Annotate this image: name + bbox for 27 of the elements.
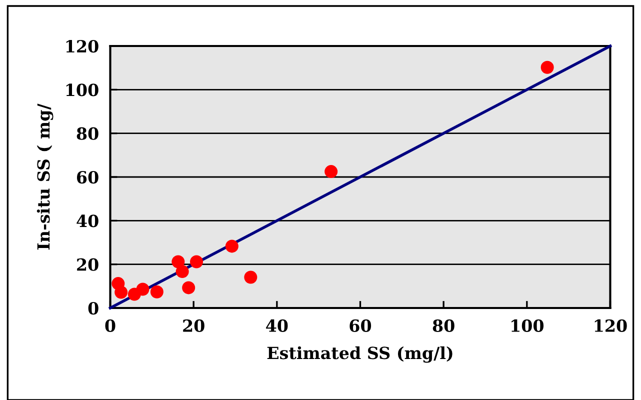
x-tick-label: 20: [183, 319, 204, 332]
x-tick-label: 100: [512, 319, 544, 332]
y-tick-label: 80: [76, 127, 98, 140]
x-tick-label: 0: [105, 319, 116, 332]
y-tick-label: 120: [66, 40, 98, 53]
y-tick-label: 0: [88, 302, 98, 315]
x-tick-label: 40: [266, 319, 288, 332]
y-tick-label: 100: [66, 84, 98, 96]
point: [172, 255, 185, 268]
point: [225, 240, 238, 253]
point: [150, 285, 164, 298]
y-tick-label: 40: [76, 214, 98, 228]
point: [114, 286, 128, 299]
y-tick-label: 20: [77, 258, 98, 271]
point: [190, 255, 204, 268]
y-tick-label: 60: [77, 170, 98, 184]
point: [324, 165, 338, 178]
x-tick-label: 60: [350, 319, 372, 332]
point: [244, 270, 258, 284]
point: [176, 265, 189, 278]
x-tick-label: 120: [594, 319, 627, 332]
point: [182, 281, 196, 294]
point: [136, 282, 150, 296]
x-tick-label: 80: [432, 319, 454, 332]
x-axis-title: Estimated SS (mg/l): [267, 346, 452, 363]
point: [540, 60, 554, 74]
y-axis-title: In-situ SS ( mg/: [36, 104, 54, 250]
